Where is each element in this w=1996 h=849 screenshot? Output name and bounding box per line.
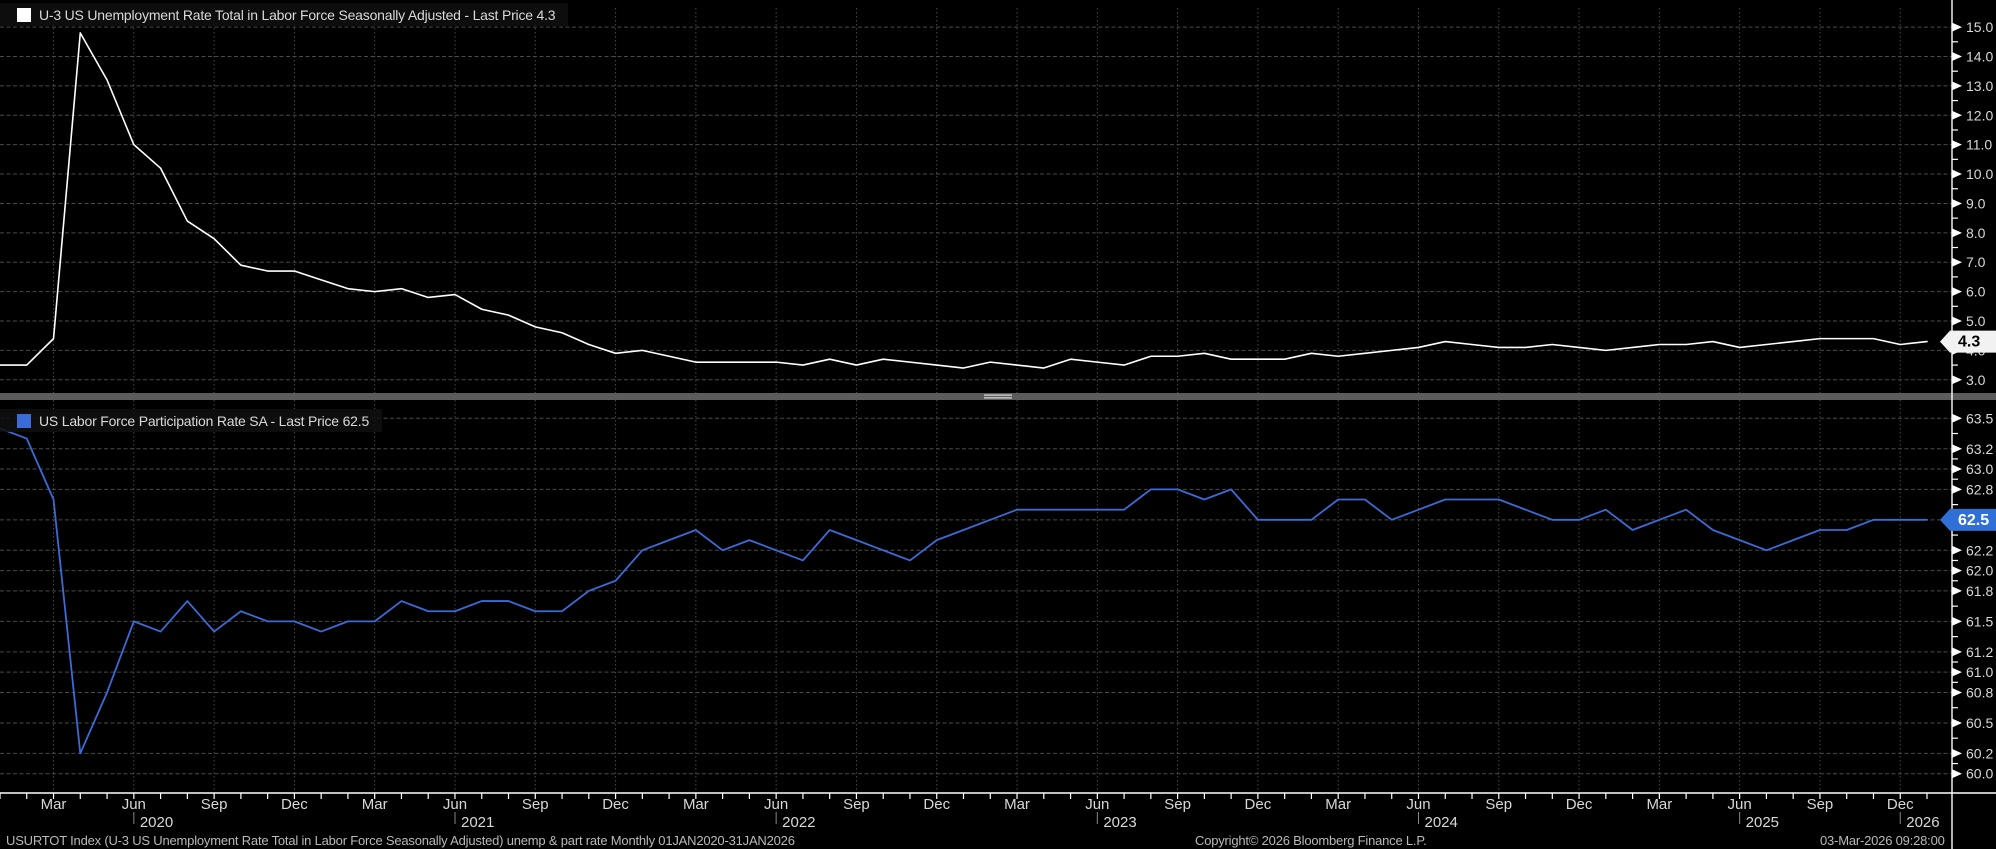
svg-text:Sep: Sep — [843, 796, 870, 813]
svg-text:60.0: 60.0 — [1966, 766, 1993, 782]
svg-text:Sep: Sep — [201, 796, 228, 813]
svg-text:Dec: Dec — [923, 796, 950, 813]
svg-text:63.0: 63.0 — [1966, 461, 1993, 477]
svg-text:2022: 2022 — [782, 814, 815, 831]
svg-text:Mar: Mar — [1004, 796, 1030, 813]
svg-text:Dec: Dec — [281, 796, 308, 813]
svg-text:Mar: Mar — [1646, 796, 1672, 813]
svg-text:63.5: 63.5 — [1966, 410, 1993, 426]
svg-text:Jun: Jun — [1085, 796, 1109, 813]
svg-text:2020: 2020 — [140, 814, 173, 831]
svg-text:Mar: Mar — [1325, 796, 1351, 813]
svg-text:Dec: Dec — [1245, 796, 1272, 813]
svg-text:Dec: Dec — [1887, 796, 1914, 813]
svg-text:Jun: Jun — [1728, 796, 1752, 813]
svg-text:Mar: Mar — [41, 796, 67, 813]
svg-text:Sep: Sep — [1807, 796, 1834, 813]
svg-text:Mar: Mar — [362, 796, 388, 813]
svg-text:9.0: 9.0 — [1966, 195, 1986, 211]
svg-text:Sep: Sep — [1164, 796, 1191, 813]
svg-text:Jun: Jun — [1406, 796, 1430, 813]
svg-text:10.0: 10.0 — [1966, 166, 1993, 182]
svg-text:12.0: 12.0 — [1966, 107, 1993, 123]
svg-text:61.8: 61.8 — [1966, 583, 1993, 599]
svg-text:62.2: 62.2 — [1966, 542, 1993, 558]
svg-text:15.0: 15.0 — [1966, 19, 1993, 35]
svg-text:6.0: 6.0 — [1966, 284, 1986, 300]
svg-text:2023: 2023 — [1103, 814, 1136, 831]
svg-text:Jun: Jun — [764, 796, 788, 813]
svg-text:61.0: 61.0 — [1966, 664, 1993, 680]
svg-text:2025: 2025 — [1746, 814, 1779, 831]
svg-text:61.2: 61.2 — [1966, 644, 1993, 660]
svg-text:8.0: 8.0 — [1966, 225, 1986, 241]
svg-text:Jun: Jun — [122, 796, 146, 813]
svg-text:4.3: 4.3 — [1958, 334, 1980, 351]
svg-text:63.2: 63.2 — [1966, 441, 1993, 457]
svg-text:3.0: 3.0 — [1966, 372, 1986, 388]
svg-text:60.5: 60.5 — [1966, 715, 1993, 731]
svg-text:61.5: 61.5 — [1966, 613, 1993, 629]
svg-text:7.0: 7.0 — [1966, 254, 1986, 270]
svg-text:13.0: 13.0 — [1966, 78, 1993, 94]
svg-text:Dec: Dec — [602, 796, 629, 813]
svg-text:2021: 2021 — [461, 814, 494, 831]
svg-text:2026: 2026 — [1906, 814, 1939, 831]
svg-text:62.5: 62.5 — [1958, 512, 1989, 529]
svg-text:Jun: Jun — [443, 796, 467, 813]
svg-text:14.0: 14.0 — [1966, 48, 1993, 64]
svg-text:Sep: Sep — [1485, 796, 1512, 813]
svg-text:Mar: Mar — [683, 796, 709, 813]
svg-text:60.8: 60.8 — [1966, 684, 1993, 700]
svg-text:Dec: Dec — [1566, 796, 1593, 813]
svg-text:2024: 2024 — [1424, 814, 1457, 831]
svg-text:Sep: Sep — [522, 796, 549, 813]
svg-text:62.8: 62.8 — [1966, 481, 1993, 497]
svg-text:60.2: 60.2 — [1966, 745, 1993, 761]
svg-text:62.0: 62.0 — [1966, 563, 1993, 579]
svg-text:5.0: 5.0 — [1966, 313, 1986, 329]
svg-text:11.0: 11.0 — [1966, 137, 1992, 153]
